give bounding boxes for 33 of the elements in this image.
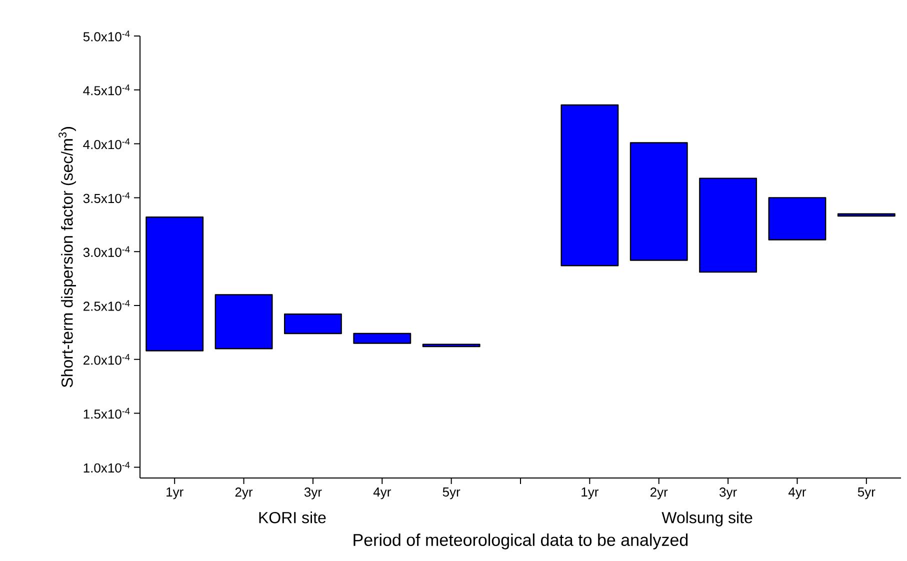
x-tick-label: 2yr bbox=[650, 488, 668, 500]
bar bbox=[284, 314, 342, 334]
bar bbox=[214, 294, 273, 350]
y-tick-label: 5.0x10$^{-4}$ bbox=[83, 30, 130, 42]
bar bbox=[353, 332, 412, 344]
x-tick-label: 2yr bbox=[235, 488, 253, 500]
y-tick-label: 2.5x10$^{-4}$ bbox=[84, 300, 130, 311]
y-axis-title: Short-term dispersion factor (sec/m$^{3}$) bbox=[58, 127, 76, 388]
bar bbox=[699, 178, 758, 273]
x-tick-label: 1yr bbox=[582, 488, 598, 500]
y-tick-label: 3.0x10$^{-4}$ bbox=[83, 246, 130, 257]
text: KORI site bbox=[259, 512, 326, 524]
y-tick-label: 4.0x10$^{-4}$ bbox=[83, 138, 130, 150]
y-tick-label: 1.5x10$^{-4}$ bbox=[84, 408, 130, 419]
text: Wolsung site bbox=[662, 512, 752, 526]
bar bbox=[837, 213, 896, 217]
x-tick-label: 5yr bbox=[442, 488, 460, 500]
y-tick-label: 4.5x10$^{-4}$ bbox=[83, 84, 130, 96]
bar bbox=[560, 104, 619, 266]
bar bbox=[146, 216, 204, 352]
bar bbox=[630, 142, 688, 261]
x-tick-label: 3yr bbox=[720, 488, 737, 500]
y-tick-label: 2.0x10$^{-4}$ bbox=[84, 354, 130, 365]
x-tick-label: 4yr bbox=[788, 488, 806, 500]
x-tick-label: 5yr bbox=[858, 488, 876, 500]
bar bbox=[422, 344, 480, 348]
x-tick-label: 4yr bbox=[373, 488, 391, 500]
x-axis-title: Period of meteorological data to be analyzed bbox=[354, 534, 688, 550]
bar bbox=[768, 197, 826, 240]
y-tick-label: 3.5x10$^{-4}$ bbox=[83, 192, 130, 204]
x-tick-label: 3yr bbox=[304, 488, 322, 500]
x-tick-label: 1yr bbox=[166, 488, 184, 500]
y-tick-label: 1.0x10$^{-4}$ bbox=[84, 462, 130, 473]
